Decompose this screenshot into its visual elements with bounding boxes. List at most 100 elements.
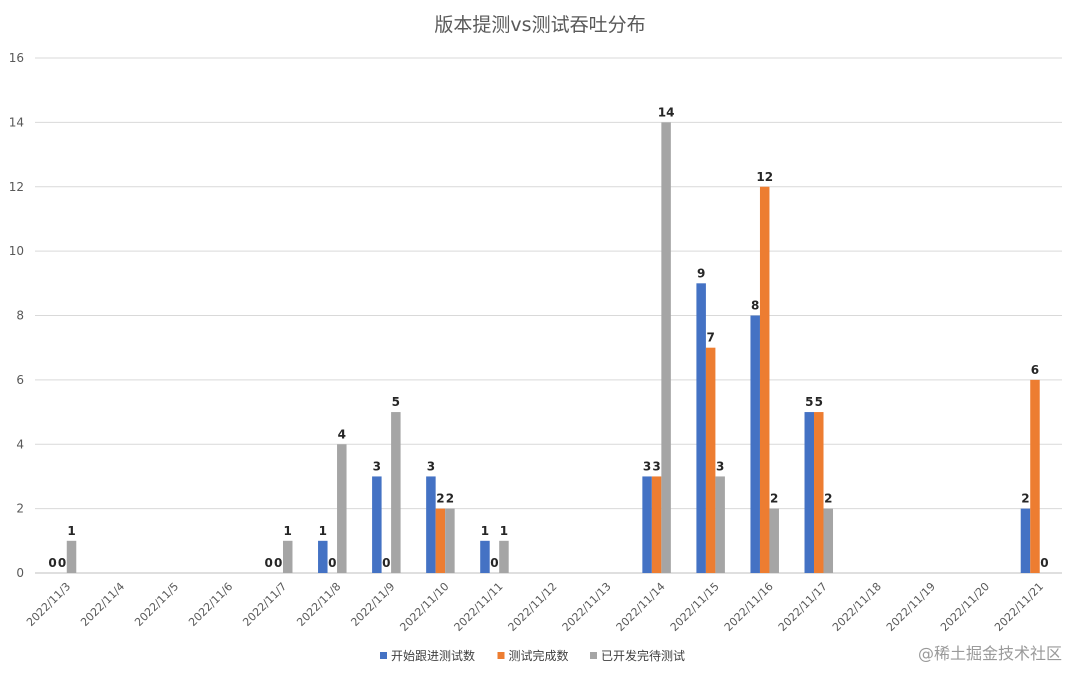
data-label: 1 — [319, 524, 327, 538]
bar — [499, 540, 509, 573]
x-tick-label: 2022/11/12 — [506, 580, 560, 634]
data-label: 6 — [1031, 363, 1039, 377]
bar — [1020, 508, 1031, 573]
x-tick-label: 2022/11/13 — [560, 580, 614, 634]
data-label: 2 — [446, 492, 454, 506]
data-label: 0 — [490, 556, 498, 570]
y-tick-label: 6 — [16, 373, 24, 387]
bar — [804, 412, 815, 573]
data-label: 0 — [1040, 556, 1048, 570]
legend-swatch — [590, 652, 597, 659]
data-label: 1 — [500, 524, 508, 538]
data-label: 3 — [643, 459, 651, 473]
watermark: @稀土掘金技术社区 — [918, 644, 1062, 663]
data-label: 12 — [756, 170, 773, 184]
x-tick-label: 2022/11/19 — [884, 580, 938, 634]
x-tick-label: 2022/11/9 — [348, 580, 397, 629]
x-tick-label: 2022/11/16 — [722, 580, 776, 634]
data-label: 1 — [67, 524, 75, 538]
x-tick-label: 2022/11/18 — [830, 580, 884, 634]
bar — [480, 540, 490, 573]
x-axis-ticks: 2022/11/3 2022/11/4 2022/11/5 2022/11/6 2022… — [24, 580, 1046, 634]
legend-swatch — [497, 652, 505, 659]
bar — [814, 412, 824, 573]
bar — [435, 508, 446, 573]
data-label: 5 — [805, 395, 813, 409]
legend-label: 已开发完待测试 — [601, 648, 685, 663]
x-tick-label: 2022/11/4 — [78, 580, 127, 629]
data-label: 2 — [1021, 492, 1029, 506]
data-label: 0 — [265, 556, 273, 570]
chart-title: 版本提测vs测试吞吐分布 — [434, 14, 645, 36]
bar — [391, 412, 401, 573]
data-label: 9 — [697, 266, 705, 280]
data-label: 5 — [815, 395, 823, 409]
data-label: 3 — [652, 459, 660, 473]
data-label: 2 — [770, 492, 778, 506]
bar — [661, 122, 671, 573]
data-label: 0 — [328, 556, 336, 570]
x-tick-label: 2022/11/3 — [24, 580, 73, 629]
x-tick-label: 2022/11/5 — [132, 580, 181, 629]
bar — [318, 540, 328, 573]
x-tick-label: 2022/11/11 — [452, 580, 506, 634]
data-label: 7 — [706, 331, 714, 345]
data-label: 0 — [382, 556, 390, 570]
x-tick-label: 2022/11/6 — [186, 580, 235, 629]
y-tick-label: 8 — [16, 309, 24, 323]
y-tick-label: 4 — [16, 437, 24, 451]
data-label: 14 — [658, 105, 675, 119]
bar — [823, 508, 834, 573]
data-label: 1 — [284, 524, 292, 538]
data-label: 0 — [274, 556, 282, 570]
bar — [715, 476, 725, 573]
data-label: 1 — [481, 524, 489, 538]
bar — [642, 476, 652, 573]
bars — [66, 122, 1040, 573]
data-label: 3 — [716, 459, 724, 473]
gridlines — [35, 57, 1062, 574]
data-label: 5 — [392, 395, 400, 409]
legend: 开始跟进测试数 测试完成数 已开发完待测试 — [380, 648, 685, 663]
data-label: 4 — [338, 427, 346, 441]
x-tick-label: 2022/11/17 — [776, 580, 830, 634]
bar — [759, 186, 770, 573]
bar — [445, 508, 455, 573]
y-tick-label: 0 — [16, 566, 24, 580]
bar — [337, 444, 347, 573]
data-label: 0 — [48, 556, 56, 570]
y-tick-label: 2 — [16, 502, 24, 516]
data-label: 2 — [436, 492, 444, 506]
x-tick-label: 2022/11/8 — [294, 580, 343, 629]
x-tick-label: 2022/11/15 — [668, 580, 722, 634]
y-tick-label: 10 — [9, 244, 24, 258]
x-tick-label: 2022/11/7 — [240, 580, 289, 629]
x-tick-label: 2022/11/21 — [992, 580, 1046, 634]
bar — [372, 476, 382, 573]
y-tick-label: 12 — [9, 180, 24, 194]
data-label: 2 — [824, 492, 832, 506]
bar — [426, 476, 436, 573]
data-label: 3 — [373, 459, 381, 473]
data-label: 0 — [58, 556, 66, 570]
bar — [750, 315, 760, 573]
bar — [696, 283, 706, 573]
x-tick-label: 2022/11/14 — [614, 580, 668, 634]
legend-swatch — [380, 652, 387, 659]
bar — [769, 508, 779, 573]
legend-label: 开始跟进测试数 — [391, 648, 475, 663]
bar — [282, 540, 293, 573]
bar — [66, 540, 77, 573]
y-tick-label: 14 — [9, 115, 24, 129]
bar — [1030, 379, 1040, 573]
y-tick-label: 16 — [9, 51, 24, 65]
x-tick-label: 2022/11/20 — [938, 580, 992, 634]
data-label: 3 — [427, 459, 435, 473]
legend-label: 测试完成数 — [509, 648, 569, 663]
x-tick-label: 2022/11/10 — [397, 580, 451, 634]
y-axis-ticks: 0 2 4 6 8 10 12 14 16 — [9, 51, 24, 580]
bar — [651, 476, 662, 573]
data-label: 8 — [751, 299, 759, 313]
